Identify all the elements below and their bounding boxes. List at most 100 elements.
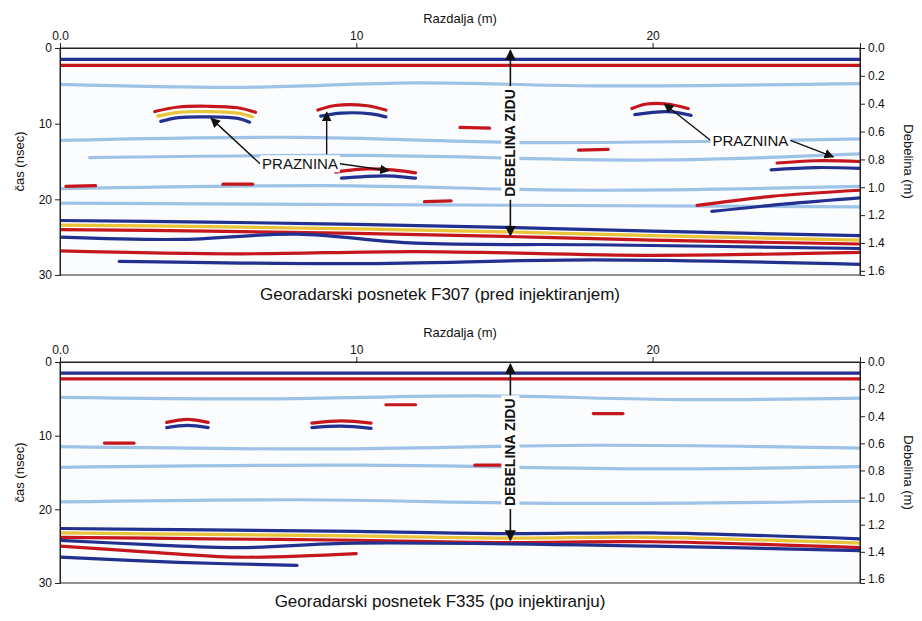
y2-tick-label: 0.0	[868, 41, 885, 55]
panel: 0.0102001020300.00.20.40.60.81.01.21.41.…	[12, 325, 916, 611]
x-tick-mark	[653, 357, 654, 362]
y-axis: 0102030	[39, 41, 61, 282]
reflector	[312, 426, 371, 428]
plot-background	[60, 48, 860, 275]
annotation-arrow	[211, 118, 260, 163]
x-axis: 0.0 10 20	[52, 343, 860, 363]
x-tick: 0.0	[52, 29, 69, 48]
reflector	[579, 148, 609, 152]
y2-axis: 0.0 0.2 0.4 0.6 0.8 1.0 1.2 1.4 1.6	[860, 355, 885, 586]
x-tick: 10	[350, 343, 364, 362]
y-tick: 0	[45, 41, 60, 55]
chart: 0.0102001020300.00.20.40.60.81.01.21.41.…	[0, 0, 922, 621]
reflector	[60, 203, 860, 207]
annotation: PRAZNINA	[664, 104, 833, 157]
label-background	[501, 395, 519, 509]
reflector	[60, 377, 860, 380]
annotation-text: PRAZNINA	[262, 155, 338, 172]
y2-tick-mark	[860, 416, 865, 417]
reflector	[60, 500, 860, 504]
panel: 0.0102001020300.00.20.40.60.81.01.21.41.…	[12, 11, 916, 304]
reflector	[777, 161, 860, 163]
y-tick-mark	[55, 509, 60, 510]
plot-frame	[60, 48, 860, 275]
y-axis-title: čas (nsec)	[12, 443, 27, 503]
y-tick: 20	[39, 503, 60, 517]
y2-tick-mark	[860, 159, 865, 160]
y2-tick-mark	[860, 525, 865, 526]
reflector	[66, 184, 96, 188]
y-tick-mark	[55, 124, 60, 125]
x-axis: 0.0 10 20	[52, 29, 860, 49]
y2-tick-label: 0.2	[868, 382, 885, 396]
thickness-text: DEBELINA ZIDU	[502, 89, 518, 197]
reflector	[223, 183, 253, 186]
y2-tick: 1.4	[860, 545, 885, 559]
y-tick-mark	[55, 436, 60, 437]
axis-line	[55, 49, 61, 276]
y2-tick-mark	[860, 389, 865, 390]
y-tick-label: 0	[45, 355, 52, 369]
y2-tick-mark	[860, 552, 865, 553]
plot-background	[60, 362, 860, 583]
y2-tick-label: 1.2	[868, 208, 885, 222]
y2-tick: 0.4	[860, 410, 885, 424]
reflector	[104, 441, 134, 444]
x-tick-label: 10	[350, 29, 364, 43]
thickness-label: DEBELINA ZIDU	[501, 395, 519, 509]
y2-tick: 0.0	[860, 355, 885, 369]
y-tick: 0	[45, 355, 60, 369]
annotation-arrows	[664, 104, 833, 157]
annotation-text: PRAZNINA	[712, 132, 788, 149]
reflector	[60, 58, 860, 61]
reflector	[161, 117, 250, 122]
annotation-arrow	[790, 140, 833, 157]
y2-tick-mark	[860, 362, 865, 363]
axis-line	[61, 43, 861, 49]
y2-tick: 0.8	[860, 464, 885, 478]
reflector	[312, 421, 371, 423]
y2-tick-label: 1.6	[868, 572, 885, 586]
annotation-arrow	[326, 112, 327, 154]
y2-tick: 0.6	[860, 437, 885, 451]
y2-tick-mark	[860, 271, 865, 272]
y2-tick-label: 1.2	[868, 518, 885, 532]
y2-tick-mark	[860, 443, 865, 444]
x-axis-title: Razdalja (m)	[423, 11, 497, 26]
y2-tick: 1.2	[860, 518, 885, 532]
panel-title: Georadarski posnetek F307 (pred injektir…	[260, 285, 620, 304]
x-tick-label: 0.0	[52, 343, 69, 357]
y-tick: 10	[39, 117, 60, 131]
reflector	[60, 230, 860, 244]
x-tick: 20	[646, 343, 660, 362]
y2-tick: 0.6	[860, 125, 885, 139]
y-tick-label: 20	[39, 503, 53, 517]
axis-line	[55, 363, 61, 584]
y-axis-title: čas (nsec)	[12, 132, 27, 192]
annotation: PRAZNINA	[211, 112, 389, 172]
reflector	[341, 176, 415, 178]
annotation-arrow	[340, 164, 389, 171]
y2-tick-label: 1.6	[868, 264, 885, 278]
y2-tick: 0.2	[860, 382, 885, 396]
reflector	[386, 403, 416, 406]
y2-tick: 0.4	[860, 97, 885, 111]
x-tick: 20	[646, 29, 660, 48]
y-tick: 20	[39, 193, 60, 207]
reflector	[60, 445, 860, 449]
reflector	[60, 186, 860, 191]
reflector	[119, 260, 860, 265]
reflector	[424, 199, 451, 203]
y2-tick-mark	[860, 48, 865, 49]
x-tick-mark	[60, 357, 61, 362]
y2-tick-mark	[860, 187, 865, 188]
label-background	[501, 86, 519, 200]
x-tick-label: 10	[350, 343, 364, 357]
annotation-arrow	[664, 104, 710, 140]
label-background	[710, 132, 790, 149]
reflector	[336, 169, 416, 173]
y-tick-label: 20	[39, 193, 53, 207]
reflector	[60, 465, 860, 469]
y2-tick: 1.6	[860, 572, 885, 586]
y2-tick: 1.0	[860, 491, 885, 505]
